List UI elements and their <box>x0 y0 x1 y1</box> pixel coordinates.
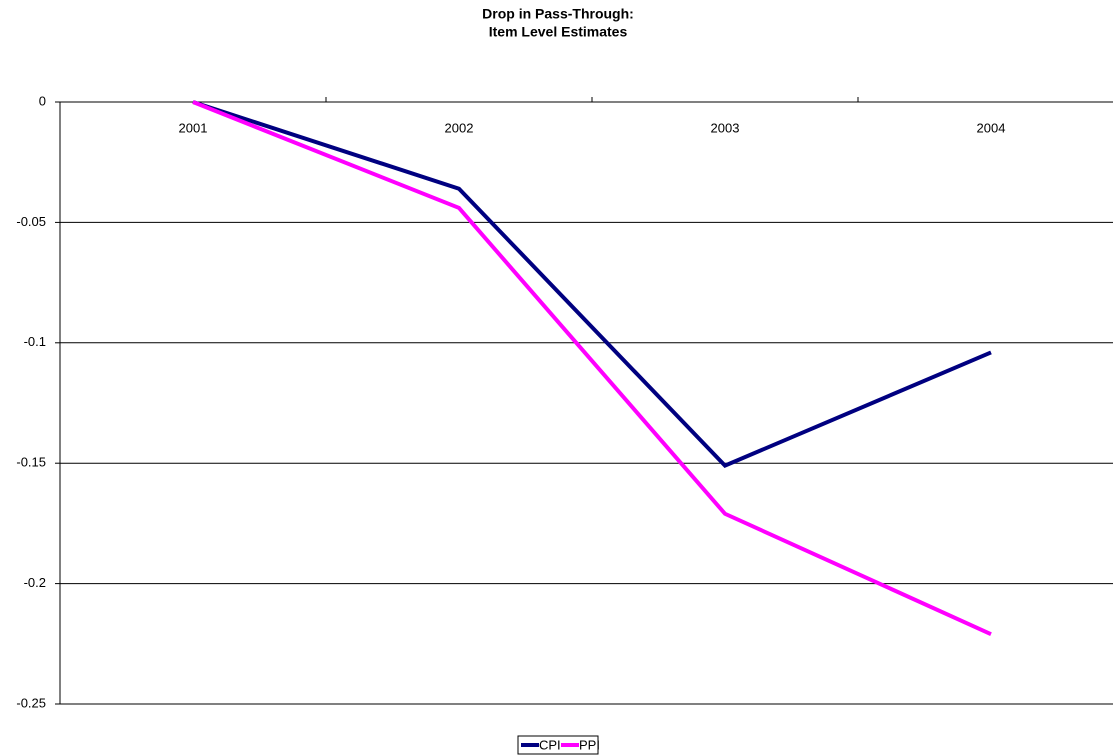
chart-title: Item Level Estimates <box>489 24 628 40</box>
series-line <box>192 100 992 468</box>
series-line <box>192 100 992 636</box>
legend-box <box>517 735 599 755</box>
x-tick-label: 2001 <box>179 120 208 135</box>
legend-label: PPI <box>579 737 600 752</box>
x-tick-label: 2003 <box>711 120 740 135</box>
x-tick-label: 2002 <box>445 120 474 135</box>
y-tick-label: 0 <box>39 93 46 108</box>
y-tick-label: -0.1 <box>24 334 46 349</box>
legend-label: CPI <box>539 737 561 752</box>
y-tick-label: -0.05 <box>16 214 46 229</box>
y-tick-label: -0.15 <box>16 455 46 470</box>
chart-title: Drop in Pass-Through: <box>482 6 634 22</box>
y-tick-label: -0.25 <box>16 695 46 710</box>
x-tick-label: 2004 <box>977 120 1006 135</box>
y-tick-label: -0.2 <box>24 575 46 590</box>
